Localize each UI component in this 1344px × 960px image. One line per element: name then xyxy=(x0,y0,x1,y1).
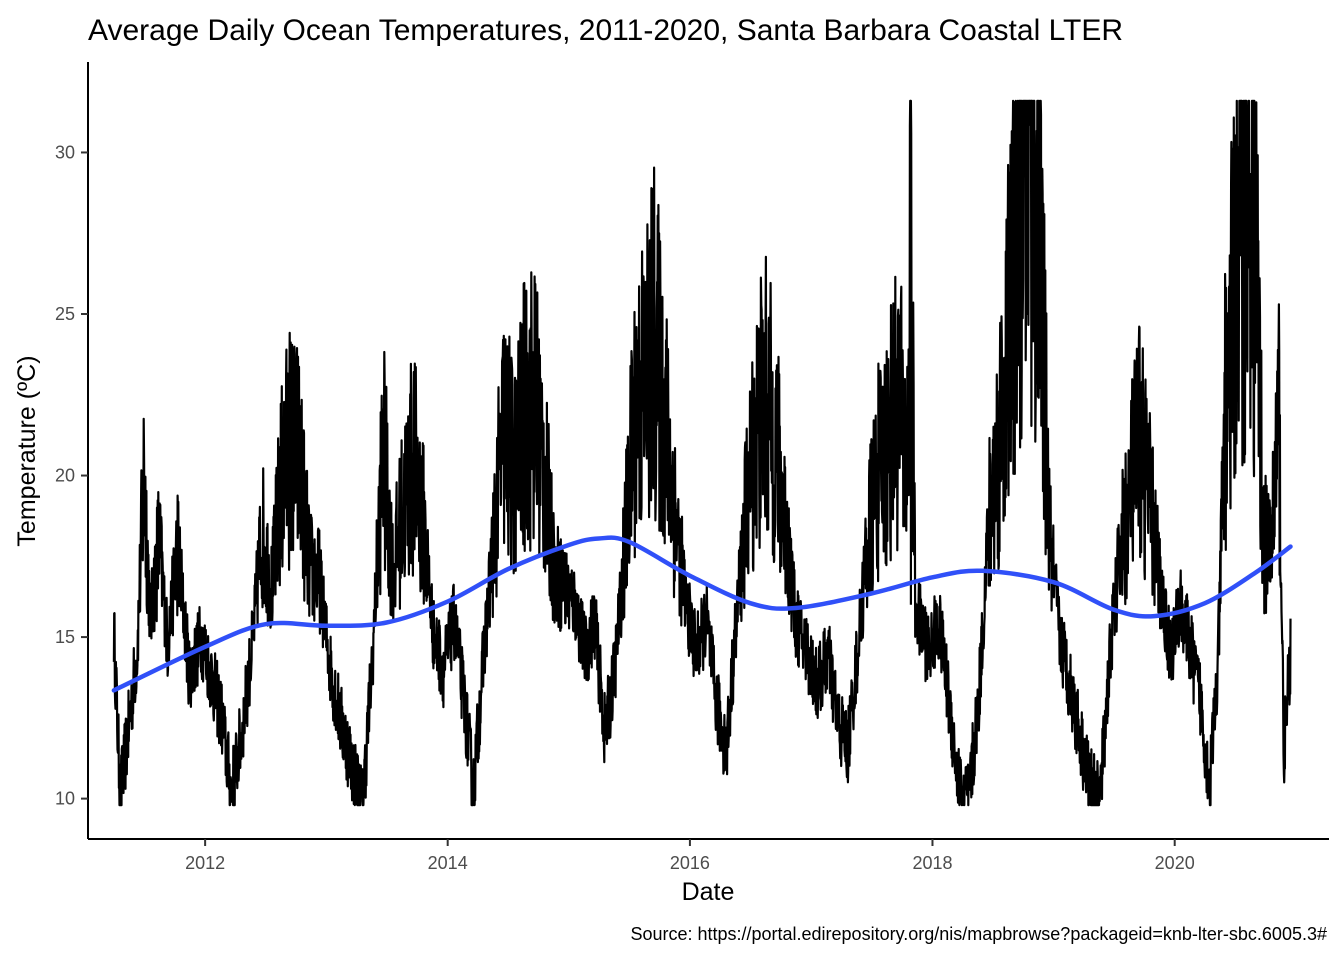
chart-title: Average Daily Ocean Temperatures, 2011-2… xyxy=(88,14,1123,47)
y-tick-label: 15 xyxy=(55,627,75,647)
x-tick-label: 2014 xyxy=(428,853,468,873)
y-tick-label: 10 xyxy=(55,789,75,809)
x-axis-title: Date xyxy=(682,878,735,906)
x-tick-label: 2012 xyxy=(185,853,225,873)
smoothed-trend-line xyxy=(111,535,1293,693)
y-tick-label: 20 xyxy=(55,466,75,486)
x-axis-ticks: 2012 2014 2016 2018 2020 xyxy=(185,839,1195,873)
x-tick-label: 2016 xyxy=(670,853,710,873)
source-caption: Source: https://portal.edirepository.org… xyxy=(630,924,1327,944)
x-tick-label: 2018 xyxy=(912,853,952,873)
daily-temperature-line xyxy=(112,99,1292,807)
smoothed-trend-series xyxy=(111,535,1293,693)
y-tick-label: 25 xyxy=(55,304,75,324)
y-axis-ticks: 10 15 20 25 30 xyxy=(55,142,88,809)
y-axis-title: Temperature (ºC) xyxy=(13,355,41,546)
daily-temperature-series xyxy=(112,99,1292,807)
y-tick-label: 30 xyxy=(55,142,75,162)
x-tick-label: 2020 xyxy=(1155,853,1195,873)
